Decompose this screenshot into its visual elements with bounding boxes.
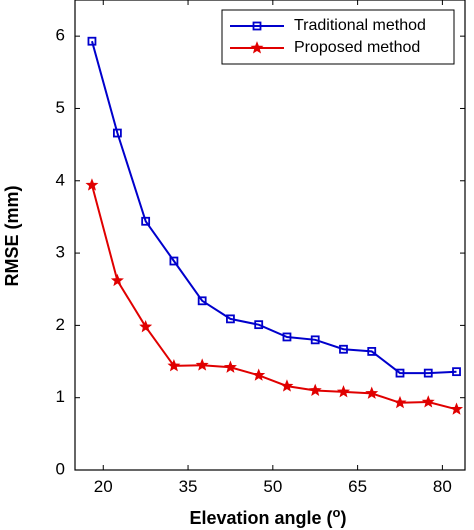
legend-label-2: Proposed method [294,39,420,56]
plot-frame [74,0,466,471]
series-1-marker-9 [310,335,320,345]
series-1-marker-13 [423,368,433,378]
series-1-marker-8 [282,332,292,342]
series-1-marker-1 [87,36,97,46]
series-1-marker-12 [395,368,405,378]
series-2-marker-1 [85,178,99,191]
series-2-marker-3 [139,320,153,333]
x-axis-label: Elevation angle (o) [190,505,347,528]
x-tick-label-20: 20 [94,477,113,496]
legend-label-1: Traditional method [294,17,426,34]
x-tick-label-35: 35 [179,477,198,496]
series-2-marker-8 [280,379,294,392]
series-1-marker-7 [254,320,264,330]
series-2-marker-6 [223,360,237,373]
y-tick-label-1: 1 [56,387,65,406]
series-1-marker-3 [141,216,151,226]
legend-box [221,9,455,65]
series-2-marker-12 [393,395,407,409]
series-1-marker-14 [452,367,461,377]
y-tick-label-5: 5 [56,98,65,117]
series-2-marker-14 [450,402,464,415]
series-1-marker-2 [112,128,122,138]
series-1-marker-6 [226,314,235,324]
series-2-marker-11 [365,386,379,399]
series-1-marker-4 [169,256,179,266]
series-line-2 [91,184,457,411]
x-tick-label-65: 65 [348,477,367,496]
y-tick-label-2: 2 [56,315,65,334]
series-2-marker-9 [308,383,322,396]
x-axis-label-superscript: o [333,505,341,520]
series-2-marker-10 [336,385,350,398]
series-1-marker-5 [197,296,207,306]
x-axis-label-suffix: ) [341,508,347,528]
y-tick-label-3: 3 [56,243,65,262]
series-2-marker-7 [252,368,266,381]
series-2-marker-4 [167,359,181,372]
series-2-marker-13 [421,395,435,408]
x-axis-label-main: Elevation angle ( [190,508,333,528]
legend-marker-1 [252,21,262,31]
y-tick-label-4: 4 [56,170,65,189]
series-1-marker-11 [367,347,377,356]
series-2-marker-2 [110,273,124,287]
legend: Traditional method Proposed method [221,9,455,65]
series-2-marker-5 [195,358,209,371]
y-axis-label: RMSE (mm) [2,185,22,286]
x-tick-label-50: 50 [263,477,282,496]
x-tick-label-80: 80 [433,477,452,496]
series-line-1 [91,40,457,375]
y-tick-label-6: 6 [56,26,65,45]
y-tick-label-0: 0 [56,459,65,478]
series-1-marker-10 [339,344,348,354]
plot-layer [85,36,464,415]
legend-marker-2 [250,41,264,54]
axes-layer: 20 35 50 65 80 0 1 2 3 4 5 6 [56,0,466,496]
